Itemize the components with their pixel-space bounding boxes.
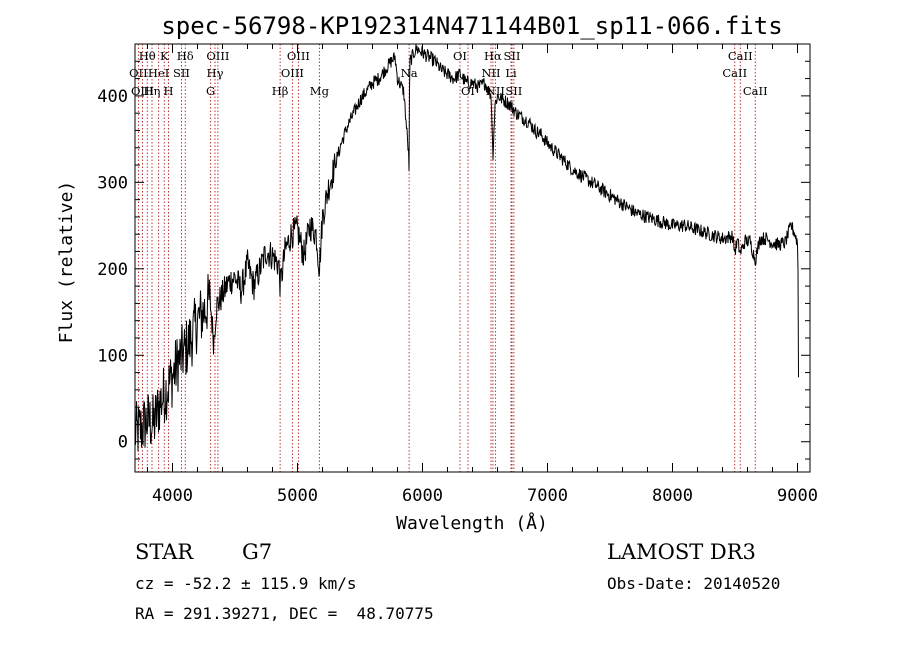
- line-label-10: Hγ: [207, 66, 224, 80]
- line-label-18: OI: [461, 84, 475, 98]
- line-label-12: Hβ: [272, 84, 289, 98]
- line-label-20: NII: [481, 66, 500, 80]
- line-label-5: HeI: [148, 66, 169, 80]
- object-class: STAR: [135, 540, 194, 564]
- line-label-1: OII: [129, 66, 148, 80]
- line-label-6: H: [163, 84, 173, 98]
- y-tick-label-0: 0: [118, 433, 128, 453]
- y-axis: 0 100 200 300 400: [97, 60, 810, 460]
- line-label-3: Hη: [144, 84, 161, 98]
- x-tick-label-4000: 4000: [152, 486, 193, 506]
- line-label-23: Li: [505, 66, 517, 80]
- line-label-24: SII: [505, 84, 522, 98]
- plot-frame: [134, 43, 811, 473]
- spectral-line-markers: [137, 44, 756, 472]
- line-label-4: K: [160, 49, 169, 63]
- line-label-0: Hθ: [139, 49, 156, 63]
- line-label-26: CaII: [722, 66, 747, 80]
- line-label-9: OIII: [206, 49, 229, 63]
- x-tick-label-7000: 7000: [527, 486, 568, 506]
- y-tick-label-200: 200: [97, 260, 128, 280]
- line-label-25: CaII: [728, 49, 753, 63]
- line-label-2: OIII: [131, 84, 154, 98]
- ra-dec: RA = 291.39271, DEC = 48.70775: [135, 604, 434, 623]
- x-tick-label-8000: 8000: [652, 486, 693, 506]
- line-label-15: Mg: [310, 84, 330, 98]
- redshift-cz: cz = -52.2 ± 115.9 km/s: [135, 574, 357, 593]
- observation-date: Obs-Date: 20140520: [607, 574, 781, 593]
- line-label-21: NII: [486, 84, 505, 98]
- x-axis: 4000 5000 6000 7000 8000 9000: [147, 44, 818, 506]
- chart-title: spec-56798-KP192314N471144B01_sp11-066.f…: [161, 12, 782, 40]
- line-label-13: OIII: [287, 49, 310, 63]
- y-tick-label-300: 300: [97, 173, 128, 193]
- object-subclass: G7: [242, 540, 273, 564]
- x-axis-label: Wavelength (Å): [396, 512, 548, 534]
- line-label-17: OI: [453, 49, 467, 63]
- x-tick-label-5000: 5000: [277, 486, 318, 506]
- line-label-27: CaII: [743, 84, 768, 98]
- x-tick-label-9000: 9000: [777, 486, 818, 506]
- line-label-11: G: [206, 84, 215, 98]
- line-label-7: Hδ: [177, 49, 194, 63]
- y-tick-label-400: 400: [97, 87, 128, 107]
- y-tick-label-100: 100: [97, 346, 128, 366]
- line-label-22: SII: [504, 49, 521, 63]
- line-label-16: Na: [401, 66, 418, 80]
- x-tick-label-6000: 6000: [402, 486, 443, 506]
- line-label-19: Hα: [484, 49, 502, 63]
- y-axis-label: Flux (relative): [56, 181, 77, 344]
- line-label-14: OIII: [281, 66, 304, 80]
- line-label-8: SII: [173, 66, 190, 80]
- survey-name: LAMOST DR3: [607, 540, 756, 564]
- spectrum-line: [134, 43, 799, 452]
